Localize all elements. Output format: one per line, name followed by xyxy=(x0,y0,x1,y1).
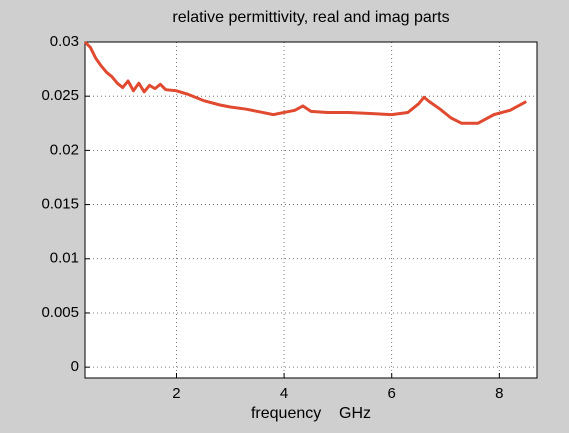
y-tick-label: 0.03 xyxy=(50,33,79,50)
y-tick-label: 0.025 xyxy=(41,87,79,104)
y-tick-label: 0.02 xyxy=(50,141,79,158)
chart-title: relative permittivity, real and imag par… xyxy=(172,9,449,26)
x-tick-label: 2 xyxy=(172,385,180,402)
x-tick-label: 4 xyxy=(280,385,288,402)
y-tick-label: 0.01 xyxy=(50,250,79,267)
data-line xyxy=(83,40,527,125)
y-tick-label: 0.015 xyxy=(41,196,79,213)
x-axis-label: frequency GHz xyxy=(251,405,371,422)
plot-area xyxy=(85,42,537,378)
y-tick-label: 0 xyxy=(71,358,79,375)
y-tick-label: 0.005 xyxy=(41,304,79,321)
plot-frame xyxy=(84,41,538,379)
x-tick-label: 6 xyxy=(388,385,396,402)
x-tick-label: 8 xyxy=(495,385,503,402)
